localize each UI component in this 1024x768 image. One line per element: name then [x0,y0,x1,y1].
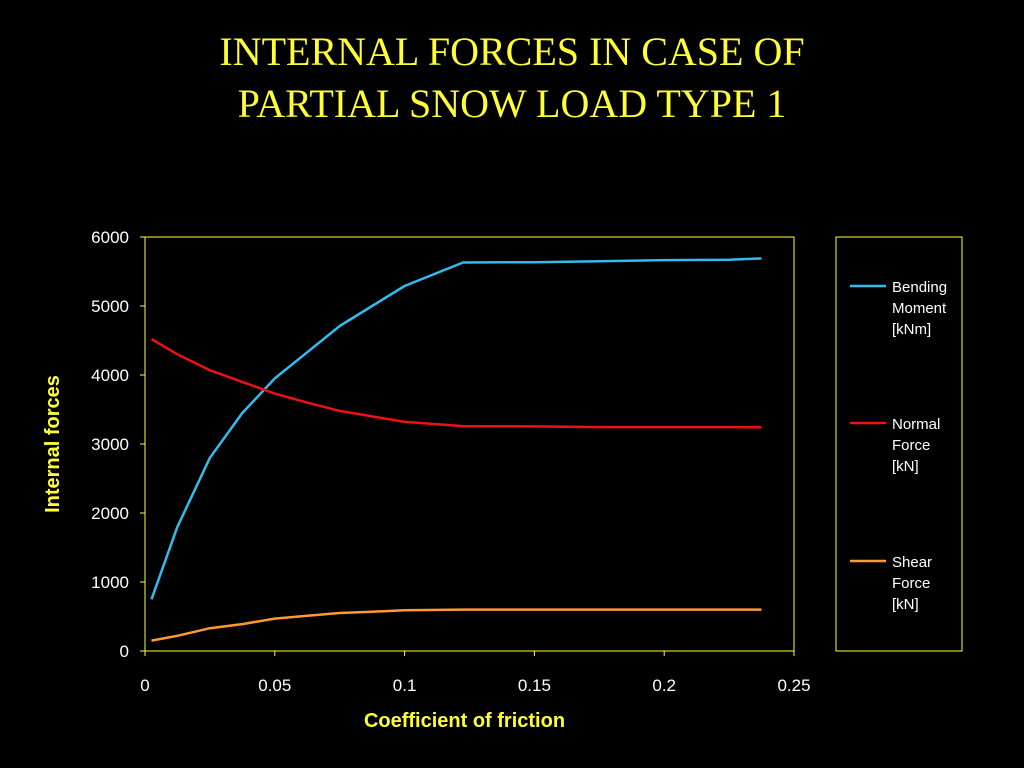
legend-label-2: Force [892,437,930,454]
legend-label-3: Force [892,575,930,592]
legend-label-3: Shear [892,554,932,571]
x-tick-label: 0.25 [777,676,810,695]
legend: Bending Moment [kNm] Normal Force [kN] Shear Fo… [835,236,963,652]
slide-title-line-2: PARTIAL SNOW LOAD TYPE 1 [237,81,787,126]
x-tick-label: 0.1 [393,676,417,695]
slide-title: INTERNAL FORCES IN CASE OF PARTIAL SNOW … [0,26,1024,130]
legend-label-1: Bending [892,279,947,296]
legend-label-1: Moment [892,300,947,317]
legend-label-2: [kN] [892,458,919,475]
plot-frame [144,236,795,652]
legend-label-2: Normal [892,416,940,433]
x-tick-label: 0.15 [518,676,551,695]
y-tick-label: 3000 [91,435,129,454]
x-tick-label: 0.2 [652,676,676,695]
x-tick-label: 0 [140,676,149,695]
y-tick-label: 4000 [91,366,129,385]
series-line-3 [151,608,762,642]
y-tick-label: 6000 [91,228,129,247]
legend-label-3: [kN] [892,596,919,613]
y-tick-label: 0 [120,642,129,661]
y-tick-label: 2000 [91,504,129,523]
series-line-2 [150,338,762,429]
legend-box [835,236,963,652]
y-axis-title: Internal forces [42,375,64,513]
plot-area: 0 1000 2000 3000 4000 5000 6000 0 0.05 0.1 0.15 0.2… [42,228,811,732]
y-tick-label: 5000 [91,297,129,316]
x-axis-title: Coefficient of friction [364,710,565,732]
x-tick-label: 0.05 [258,676,291,695]
y-tick-label: 1000 [91,573,129,592]
slide-title-line-1: INTERNAL FORCES IN CASE OF [219,29,805,74]
series-line-1 [150,257,762,600]
legend-label-1: [kNm] [892,321,931,338]
